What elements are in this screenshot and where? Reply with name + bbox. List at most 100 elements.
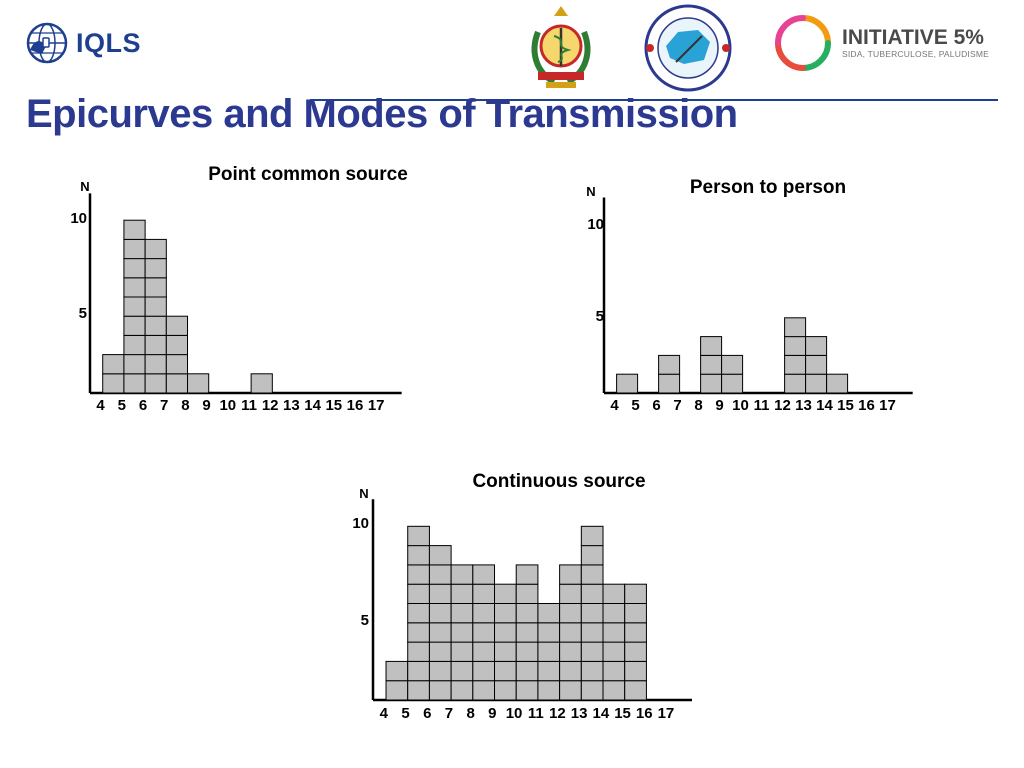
- chart-1-bar-6-case-6: [144, 277, 167, 298]
- chart-2-bar-9-case-1: [721, 373, 744, 394]
- chart-1-bar-5-case-2: [123, 354, 146, 375]
- chart-1-title: Point common source: [208, 164, 408, 185]
- chart-3-bar-8-case-6: [472, 583, 496, 605]
- chart-3-bar-6-case-3: [428, 641, 452, 662]
- chart-3-bar-14-case-3: [602, 641, 626, 662]
- chart-1-bar-11-case-1: [250, 373, 273, 394]
- chart-2-y-axis-label: N: [586, 184, 595, 199]
- initiative-5-logo: INITIATIVE 5% SIDA, TUBERCULOSE, PALUDIS…: [772, 12, 989, 74]
- chart-1-bar-7-case-4: [165, 315, 189, 336]
- chart-1-x-tick-label: 15: [325, 397, 342, 414]
- chart-2-bar-6-case-1: [658, 373, 681, 394]
- chart-1-bar-6-case-7: [144, 258, 167, 279]
- chart-1-x-tick-label: 5: [118, 397, 126, 414]
- chart-3-x-tick-label: 11: [528, 705, 544, 722]
- chart-1-x-tick-label: 9: [202, 397, 210, 414]
- chart-1-bar-6-case-3: [144, 334, 167, 356]
- chart-2-x-tick-label: 10: [732, 397, 749, 414]
- chart-3-bar-13-case-2: [580, 660, 604, 682]
- chart-3-x-tick-label: 6: [423, 705, 431, 722]
- chart-3-bar-4-case-1: [385, 680, 409, 701]
- chart-3-bar-14-case-6: [602, 583, 626, 605]
- chart-1-bar-6-case-1: [144, 373, 167, 394]
- chart-3-x-tick-label: 12: [549, 705, 566, 722]
- chart-1-y-tick-label: 5: [79, 305, 87, 322]
- chart-3-bar-5-case-8: [407, 545, 430, 566]
- chart-3-bar-5-case-5: [407, 603, 430, 624]
- chart-3-bar-14-case-1: [602, 680, 626, 701]
- chart-3-bar-9-case-3: [494, 641, 517, 662]
- page-title: Epicurves and Modes of Transmission: [26, 92, 738, 136]
- chart-2-bar-12-case-3: [784, 336, 807, 356]
- chart-1-bar-5-case-1: [123, 373, 146, 394]
- chart-1-bar-7-case-3: [165, 334, 189, 356]
- chart-1-bar-6-case-4: [144, 315, 167, 336]
- chart-3-bar-13-case-8: [580, 545, 604, 566]
- chart-3-bar-10-case-1: [515, 680, 539, 701]
- chart-3-bar-13-case-3: [580, 641, 604, 662]
- chart-2-bar-8-case-1: [700, 373, 723, 394]
- chart-3-bar-8-case-3: [472, 641, 496, 662]
- chart-3-bar-12-case-7: [559, 564, 582, 585]
- chart-3-bar-5-case-4: [407, 622, 430, 643]
- chart-3-bar-13-case-6: [580, 583, 604, 605]
- chart-1-bar-6-case-2: [144, 354, 167, 375]
- chart-1-bar-5-case-5: [123, 296, 146, 317]
- chart-3-bar-14-case-2: [602, 660, 626, 682]
- chart-3-bar-6-case-7: [428, 564, 452, 585]
- chart-3-bar-9-case-5: [494, 603, 517, 624]
- chart-2-y-tick-label: 10: [587, 216, 604, 233]
- chart-3-bar-11-case-3: [537, 641, 561, 662]
- chart-3-bar-11-case-4: [537, 622, 561, 643]
- chart-1-y-axis-label: N: [80, 179, 89, 194]
- chart-3-bar-12-case-4: [559, 622, 582, 643]
- chart-1-y-tick-label: 10: [70, 210, 87, 227]
- chart-1-bar-4-case-2: [102, 354, 125, 375]
- chart-3-bar-7-case-2: [450, 660, 474, 682]
- chart-1-bar-5-case-9: [123, 219, 146, 240]
- chart-3-bar-15-case-6: [624, 583, 647, 605]
- chart-3-bar-10-case-2: [515, 660, 539, 682]
- chart-3-bar-10-case-5: [515, 603, 539, 624]
- chart-3-bar-9-case-4: [494, 622, 517, 643]
- chart-2-x-tick-label: 11: [754, 397, 770, 414]
- chart-3-bar-6-case-2: [428, 660, 452, 682]
- chart-1-x-tick-label: 14: [304, 397, 321, 414]
- chart-1-x-tick-label: 6: [139, 397, 147, 414]
- chart-1-bar-7-case-1: [165, 373, 189, 394]
- chart-2-bar-8-case-2: [700, 354, 723, 375]
- chart-1-bar-4-case-1: [102, 373, 125, 394]
- chart-2-x-tick-label: 17: [879, 397, 896, 414]
- ministry-emblem: [524, 2, 598, 94]
- chart-3-bar-5-case-7: [407, 564, 430, 585]
- chart-1-x-tick-label: 8: [181, 397, 189, 414]
- chart-1-bar-5-case-6: [123, 277, 146, 298]
- chart-3-bar-13-case-1: [580, 680, 604, 701]
- chart-3-bar-8-case-4: [472, 622, 496, 643]
- chart-3-bar-13-case-9: [580, 525, 604, 547]
- chart-2-bar-8-case-3: [700, 336, 723, 356]
- chart-2-title: Person to person: [690, 177, 846, 198]
- chart-3-bar-4-case-2: [385, 660, 409, 682]
- chart-3-x-tick-label: 15: [614, 705, 631, 722]
- iqls-logo-text: IQLS: [76, 27, 142, 58]
- chart-2-bar-12-case-2: [784, 354, 807, 375]
- chart-3-bar-12-case-1: [559, 680, 582, 701]
- national-center-emblem-icon: [644, 4, 732, 92]
- chart-3-bar-10-case-3: [515, 641, 539, 662]
- chart-3-title: Continuous source: [472, 471, 645, 492]
- chart-3-bar-6-case-8: [428, 545, 452, 566]
- chart-3-bar-6-case-5: [428, 603, 452, 624]
- chart-2-bar-13-case-3: [805, 336, 828, 356]
- chart-3-y-tick-label: 5: [361, 612, 369, 629]
- chart-2-x-tick-label: 4: [610, 397, 619, 414]
- chart-2-bar-13-case-1: [805, 373, 828, 394]
- chart-3-bar-12-case-6: [559, 583, 582, 605]
- chart-3-x-tick-label: 7: [445, 705, 453, 722]
- chart-3-bar-6-case-4: [428, 622, 452, 643]
- chart-3-x-tick-label: 10: [506, 705, 523, 722]
- chart-1-bar-5-case-3: [123, 334, 146, 356]
- chart-3-bar-5-case-6: [407, 583, 430, 605]
- chart-3-bar-11-case-1: [537, 680, 561, 701]
- chart-3-bar-10-case-4: [515, 622, 539, 643]
